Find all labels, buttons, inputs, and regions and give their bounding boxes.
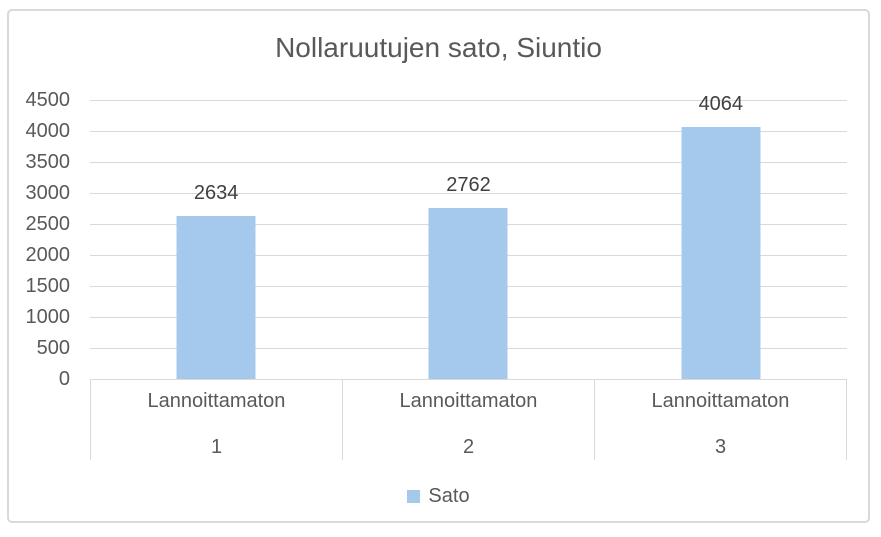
gridline bbox=[90, 131, 847, 132]
category-axis: Lannoittamaton 1 Lannoittamaton 2 Lannoittam… bbox=[90, 379, 847, 460]
y-tick-label: 0 bbox=[58, 368, 70, 390]
chart-frame: Nollaruutujen sato, Siuntio 0 500 1000 1500… bbox=[7, 9, 870, 523]
category-number: 3 bbox=[714, 436, 727, 458]
gridline bbox=[90, 100, 847, 101]
y-tick-label: 3000 bbox=[25, 182, 71, 204]
legend-swatch-icon bbox=[407, 489, 421, 503]
category-label: Lannoittamaton 2 bbox=[342, 380, 594, 460]
y-tick-label: 4000 bbox=[25, 120, 71, 142]
bar-cell: 2762 bbox=[342, 100, 594, 379]
category-name: Lannoittamaton bbox=[651, 390, 790, 412]
bar-lannoittamaton-1 bbox=[176, 215, 256, 379]
y-tick-label: 1500 bbox=[25, 275, 71, 297]
legend: Sato bbox=[9, 484, 868, 508]
data-label: 2762 bbox=[446, 173, 491, 196]
plot-area: 2634 2762 4064 bbox=[90, 93, 847, 379]
y-tick-label: 2000 bbox=[25, 244, 71, 266]
data-label: 2634 bbox=[193, 181, 239, 204]
bar-lannoittamaton-3 bbox=[681, 127, 761, 379]
gridline bbox=[90, 162, 847, 163]
y-tick-label: 500 bbox=[36, 337, 70, 359]
bar-cell: 4064 bbox=[595, 93, 847, 379]
chart-title: Nollaruutujen sato, Siuntio bbox=[275, 32, 602, 63]
bars-layer: 2634 2762 4064 bbox=[90, 93, 847, 379]
legend-series-label: Sato bbox=[428, 484, 470, 507]
data-label: 4064 bbox=[698, 93, 744, 116]
category-name: Lannoittamaton bbox=[147, 390, 286, 412]
category-number: 2 bbox=[462, 436, 475, 458]
y-tick-label: 2500 bbox=[25, 213, 71, 235]
y-tick-label: 3500 bbox=[25, 151, 71, 173]
category-label: Lannoittamaton 1 bbox=[90, 380, 342, 460]
bar-cell: 2634 bbox=[90, 100, 342, 379]
y-tick-label: 4500 bbox=[25, 89, 71, 111]
category-number: 1 bbox=[210, 436, 223, 458]
gridline bbox=[90, 193, 847, 194]
bar-lannoittamaton-2 bbox=[428, 207, 508, 379]
category-name: Lannoittamaton bbox=[399, 390, 538, 412]
y-tick-label: 1000 bbox=[25, 306, 71, 328]
category-label: Lannoittamaton 3 bbox=[594, 380, 847, 460]
